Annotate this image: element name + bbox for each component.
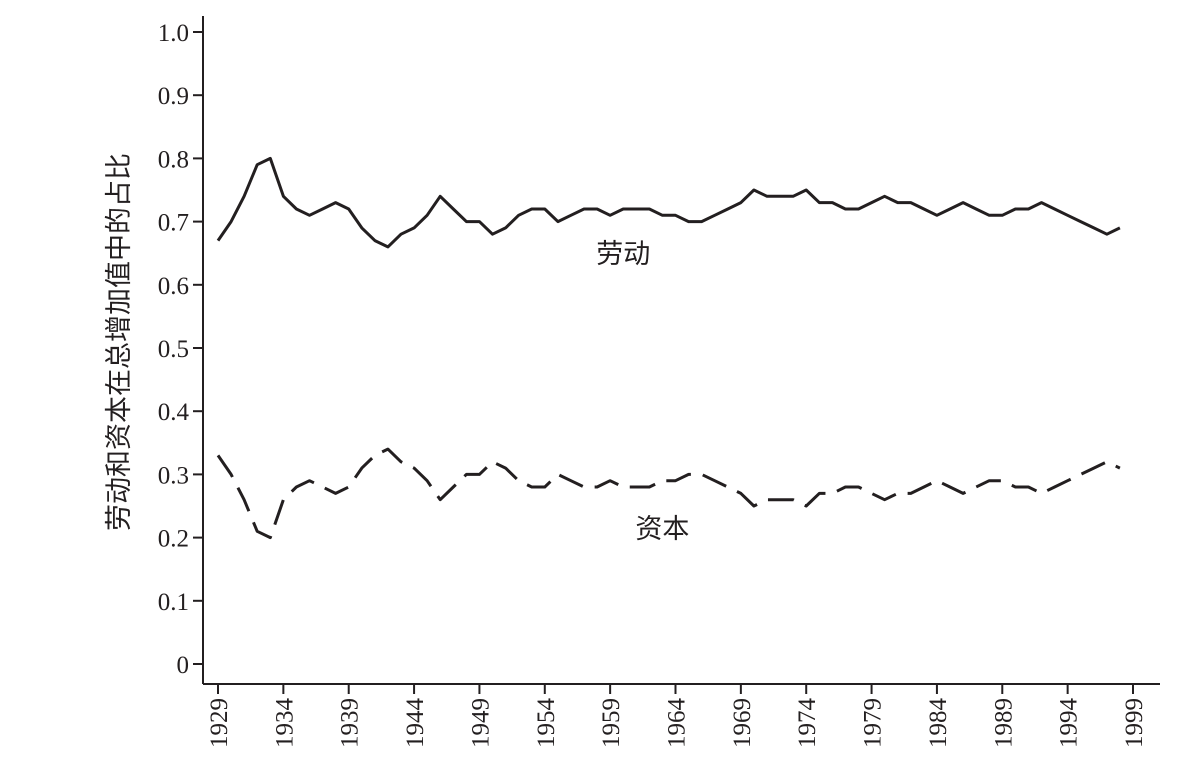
x-tick-label: 1929 (206, 698, 233, 748)
x-tick-label: 1949 (467, 698, 494, 748)
series-line-labor (216, 156, 1121, 249)
y-tick-label: 0 (177, 652, 190, 679)
y-tick-label: 0.3 (158, 462, 189, 489)
x-tick-label: 1944 (402, 698, 429, 749)
y-tick-label: 0.2 (158, 526, 189, 553)
x-tick-label: 1994 (1056, 698, 1083, 749)
y-tick-label: 0.8 (158, 146, 189, 173)
x-tick-label: 1939 (337, 698, 364, 748)
x-tick-label: 1969 (729, 698, 756, 748)
y-tick-label: 0.1 (158, 589, 189, 616)
x-tick-label: 1934 (271, 698, 298, 749)
x-axis-ticks: 1929 1934 1939 1944 1949 1954 1959 1964 1969 1974… (206, 684, 1148, 748)
y-tick-label: 0.5 (158, 336, 189, 363)
y-tick-label: 0.7 (158, 210, 189, 237)
axes (202, 16, 1160, 685)
x-tick-label: 1974 (794, 698, 821, 749)
y-tick-label: 1.0 (158, 20, 189, 47)
x-tick-label: 1954 (533, 698, 560, 749)
series-label-capital: 资本 (635, 514, 689, 545)
y-axis-title: 劳动和资本在总增加值中的占比 (104, 153, 135, 531)
y-axis-ticks: 0 0.1 0.2 0.3 0.4 0.5 0.6 0.7 0.8 0.9 1.0 (158, 20, 203, 679)
x-tick-label: 1964 (664, 698, 691, 749)
series-label-labor: 劳动 (596, 239, 650, 270)
x-tick-label: 1989 (990, 698, 1017, 748)
y-tick-label: 0.6 (158, 273, 189, 300)
x-tick-label: 1999 (1121, 698, 1148, 748)
series-line-capital (216, 447, 1121, 540)
y-tick-label: 0.9 (158, 83, 189, 110)
x-tick-label: 1959 (598, 698, 625, 748)
y-tick-label: 0.4 (158, 399, 190, 426)
x-tick-label: 1984 (925, 698, 952, 749)
x-tick-label: 1979 (860, 698, 887, 748)
